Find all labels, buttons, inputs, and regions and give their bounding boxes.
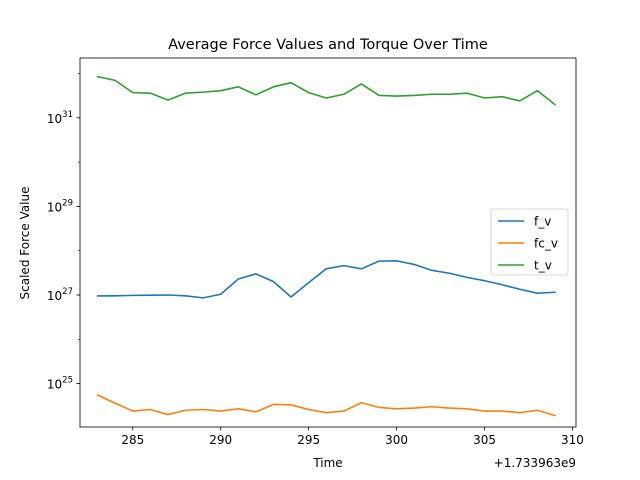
legend-box bbox=[490, 208, 569, 276]
x-axis-title: Time bbox=[312, 456, 342, 470]
series-layer bbox=[96, 75, 557, 417]
x-tick-label: 310 bbox=[561, 433, 584, 447]
legend: f_v fc_v t_v bbox=[490, 208, 569, 276]
chart-title: Average Force Values and Torque Over Tim… bbox=[168, 37, 488, 53]
x-axis-ticks: 285 290 295 300 305 310 bbox=[121, 427, 584, 447]
y-tick-label: 1031 bbox=[47, 110, 73, 126]
y-tick-label: 1025 bbox=[47, 376, 73, 392]
y-tick-label: 1029 bbox=[47, 198, 73, 214]
series-line-f-v bbox=[96, 260, 556, 299]
legend-label-f-v: f_v bbox=[534, 215, 551, 229]
series-line-t-v bbox=[96, 75, 557, 106]
x-tick-label: 285 bbox=[121, 433, 144, 447]
plot-frame bbox=[79, 57, 577, 428]
y-axis-title: Scaled Force Value bbox=[18, 187, 32, 300]
x-tick-label: 305 bbox=[473, 433, 496, 447]
x-tick-label: 295 bbox=[297, 433, 320, 447]
y-axis-ticks: 1025 1027 1029 1031 bbox=[47, 73, 80, 392]
x-offset-label: +1.733963e9 bbox=[494, 456, 576, 470]
y-tick-label: 1027 bbox=[47, 287, 73, 303]
x-tick-label: 290 bbox=[209, 433, 232, 447]
legend-label-fc-v: fc_v bbox=[534, 237, 558, 251]
x-tick-label: 300 bbox=[385, 433, 408, 447]
plot-border bbox=[79, 57, 577, 428]
series-line-fc-v bbox=[96, 394, 556, 417]
legend-label-t-v: t_v bbox=[534, 259, 552, 273]
